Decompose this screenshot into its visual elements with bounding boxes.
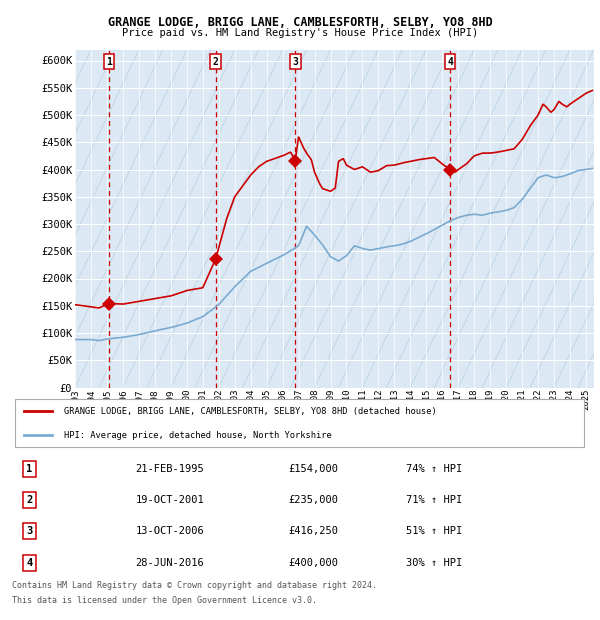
Text: £400,000: £400,000 [288,558,338,568]
Text: £235,000: £235,000 [288,495,338,505]
Text: 1: 1 [26,464,32,474]
Text: 30% ↑ HPI: 30% ↑ HPI [406,558,462,568]
Text: 2: 2 [26,495,32,505]
Text: GRANGE LODGE, BRIGG LANE, CAMBLESFORTH, SELBY, YO8 8HD: GRANGE LODGE, BRIGG LANE, CAMBLESFORTH, … [107,16,493,29]
Text: 71% ↑ HPI: 71% ↑ HPI [406,495,462,505]
Text: 3: 3 [26,526,32,536]
Text: 13-OCT-2006: 13-OCT-2006 [136,526,204,536]
Text: 19-OCT-2001: 19-OCT-2001 [136,495,204,505]
Text: £416,250: £416,250 [288,526,338,536]
Text: Contains HM Land Registry data © Crown copyright and database right 2024.: Contains HM Land Registry data © Crown c… [12,581,377,590]
Text: 28-JUN-2016: 28-JUN-2016 [136,558,204,568]
FancyBboxPatch shape [15,399,584,448]
Text: 4: 4 [447,56,453,66]
Text: 2: 2 [212,56,218,66]
Text: 1: 1 [106,56,112,66]
Text: This data is licensed under the Open Government Licence v3.0.: This data is licensed under the Open Gov… [12,596,317,604]
Text: HPI: Average price, detached house, North Yorkshire: HPI: Average price, detached house, Nort… [64,431,332,440]
Text: 21-FEB-1995: 21-FEB-1995 [136,464,204,474]
Text: £154,000: £154,000 [288,464,338,474]
Text: 51% ↑ HPI: 51% ↑ HPI [406,526,462,536]
Text: 74% ↑ HPI: 74% ↑ HPI [406,464,462,474]
Text: 3: 3 [292,56,298,66]
Text: 4: 4 [26,558,32,568]
Text: GRANGE LODGE, BRIGG LANE, CAMBLESFORTH, SELBY, YO8 8HD (detached house): GRANGE LODGE, BRIGG LANE, CAMBLESFORTH, … [64,407,437,415]
Text: Price paid vs. HM Land Registry's House Price Index (HPI): Price paid vs. HM Land Registry's House … [122,28,478,38]
